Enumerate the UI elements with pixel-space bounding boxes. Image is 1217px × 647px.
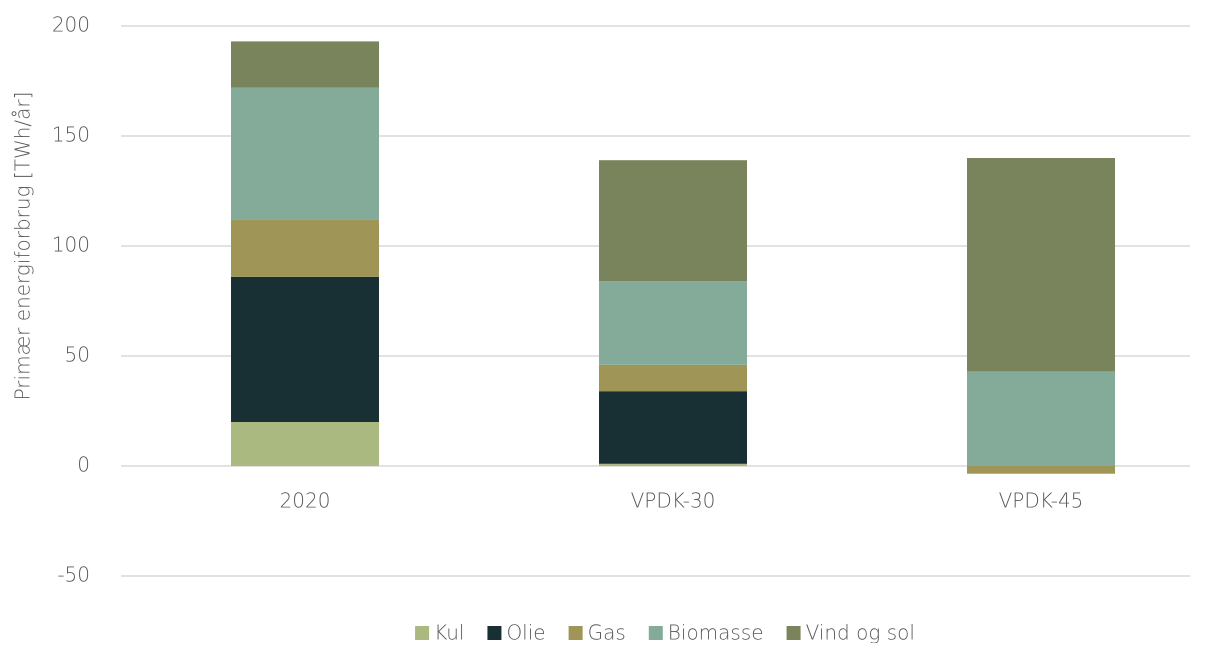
bar-segment <box>967 371 1115 466</box>
legend-swatch <box>648 626 663 640</box>
bar-segment <box>231 41 379 88</box>
bar-segment <box>599 463 747 466</box>
bar-segment <box>231 422 379 466</box>
legend-swatch <box>487 626 502 640</box>
x-tick-label: 2020 <box>280 489 331 513</box>
bar-segment <box>599 160 747 282</box>
y-tick-label: -50 <box>57 563 90 587</box>
bar-segment <box>967 158 1115 372</box>
y-tick-label: 50 <box>65 343 90 367</box>
bar-segment <box>967 466 1115 474</box>
x-tick-label: VPDK-30 <box>631 489 716 513</box>
y-tick-label: 0 <box>77 453 90 477</box>
legend-label: Olie <box>506 621 545 644</box>
y-tick-label: 200 <box>52 13 90 37</box>
bar-segment <box>231 276 379 422</box>
legend-swatch <box>568 626 583 640</box>
bar-segment <box>599 281 747 365</box>
y-tick-label: 100 <box>52 233 90 257</box>
bar-segment <box>599 364 747 392</box>
legend-swatch <box>415 626 430 640</box>
x-tick-label: VPDK-45 <box>999 489 1084 513</box>
legend-label: Gas <box>588 621 626 644</box>
bar-segment <box>231 219 379 277</box>
bar-segment <box>231 87 379 220</box>
y-axis-label: Primær energiforbrug [TWh/år] <box>11 92 35 401</box>
legend-label: Biomasse <box>668 621 764 644</box>
bar-segment <box>599 391 747 464</box>
y-tick-label: 150 <box>52 123 90 147</box>
legend-label: Kul <box>434 621 464 644</box>
legend-label: Vind og sol <box>806 621 915 644</box>
legend-swatch <box>786 626 801 640</box>
